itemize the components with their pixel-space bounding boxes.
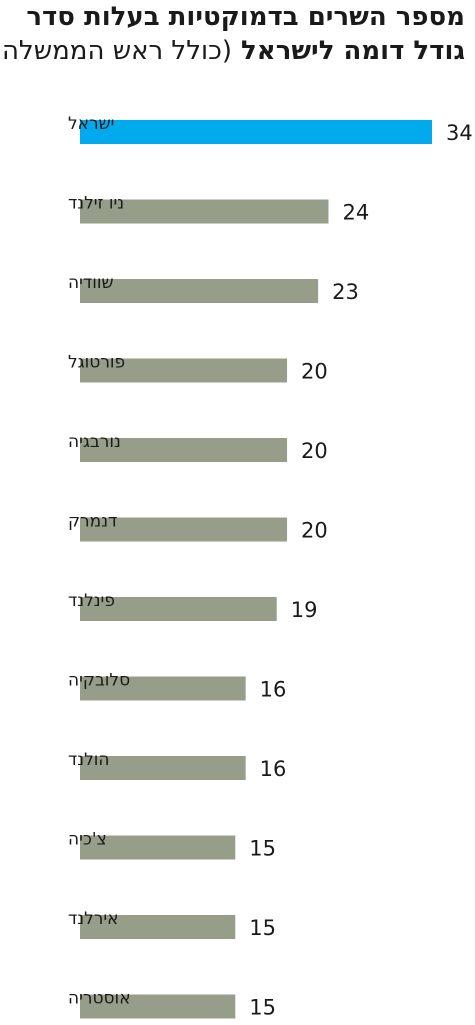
category-label-3: פורטוגל	[68, 353, 125, 373]
bar-9	[80, 835, 236, 860]
value-label-6: 19	[291, 598, 318, 622]
bar-3	[80, 358, 288, 383]
value-label-5: 20	[301, 519, 328, 543]
value-label-7: 16	[260, 678, 287, 702]
category-label-2: שוודיה	[68, 273, 114, 293]
chart-subtitle: (כולל ראש הממשלה)	[0, 36, 232, 66]
value-label-8: 16	[260, 757, 287, 781]
value-label-0: 34	[446, 121, 473, 145]
chart-title-bold: גודל דומה לישראל	[241, 36, 465, 66]
category-label-11: אוסטריה	[68, 989, 131, 1009]
chart-title-block: מספר השרים בדמוקטיות בעלות סדר גודל דומה…	[0, 0, 465, 68]
bar-11	[80, 994, 236, 1019]
bar-7	[80, 676, 246, 701]
value-label-9: 15	[249, 837, 276, 861]
category-label-7: סלובקיה	[68, 671, 130, 691]
value-label-1: 24	[342, 201, 369, 225]
category-label-0: ישראל	[68, 114, 114, 134]
value-label-2: 23	[332, 280, 359, 304]
bar-10	[80, 915, 236, 939]
bar-1	[80, 199, 329, 224]
chart-title-line-2: גודל דומה לישראל (כולל ראש הממשלה)	[0, 34, 465, 68]
category-label-1: ניו זילנד	[68, 194, 124, 214]
bar-2	[80, 279, 319, 303]
value-label-3: 20	[301, 360, 328, 384]
value-label-4: 20	[301, 439, 328, 463]
value-label-11: 15	[249, 996, 276, 1020]
value-label-10: 15	[249, 916, 276, 940]
category-label-6: פינלנד	[68, 591, 115, 611]
bar-4	[80, 438, 288, 462]
category-label-10: אירלנד	[68, 909, 119, 929]
category-label-9: צ'כיה	[68, 830, 107, 850]
category-label-5: דנמרק	[68, 512, 117, 532]
bar-6	[80, 597, 277, 621]
bar-5	[80, 517, 288, 542]
bar-0	[80, 120, 432, 144]
category-label-8: הולנד	[68, 750, 110, 770]
bar-8	[80, 756, 246, 780]
category-label-4: נורבגיה	[68, 432, 121, 452]
chart-title-line-1: מספר השרים בדמוקטיות בעלות סדר	[26, 2, 465, 32]
